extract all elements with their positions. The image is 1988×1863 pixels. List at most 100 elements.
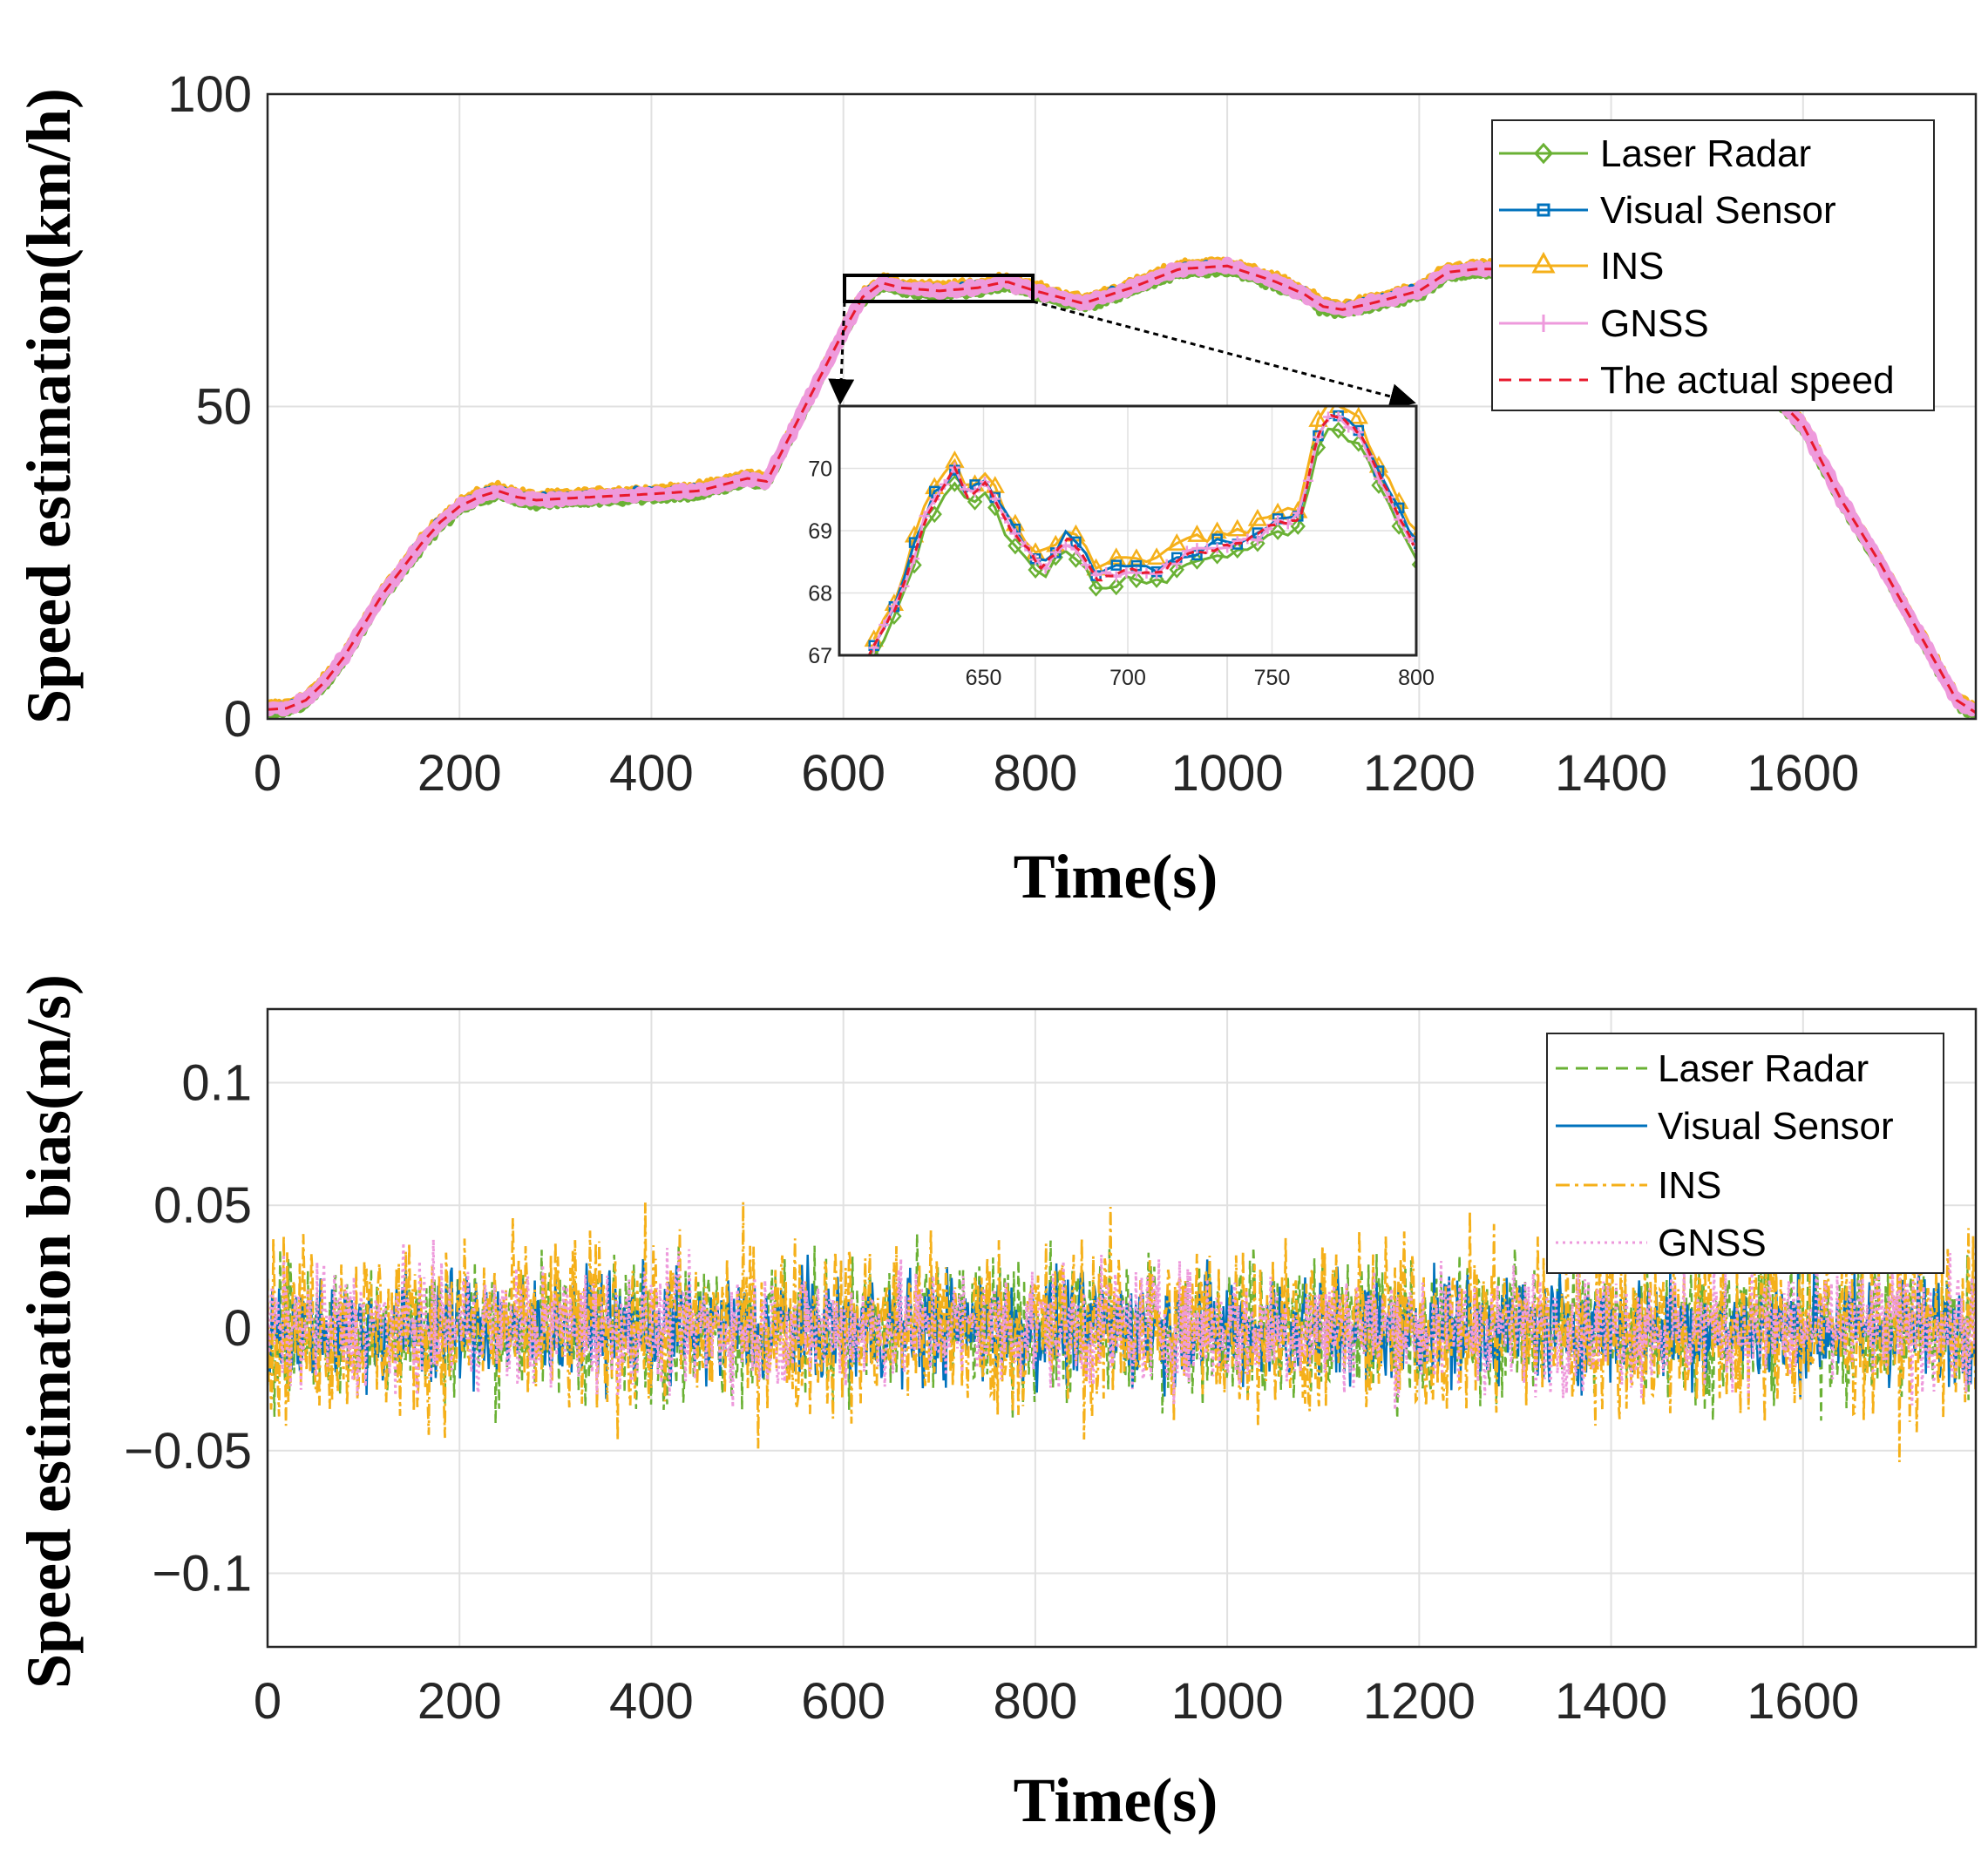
- inset-marker: [1308, 410, 1328, 427]
- plot1-ytick-label: 0: [224, 691, 252, 748]
- legend2-entry-visual-sensor: Visual Sensor: [1556, 1105, 1894, 1148]
- inset-marker: [1050, 546, 1062, 558]
- plot2-gnss-line: [268, 1239, 1976, 1410]
- inset-marker: [1394, 514, 1405, 525]
- plot1-ytick-label: 100: [167, 66, 252, 123]
- plot1-xtick-label: 0: [254, 745, 282, 802]
- plot2-ylabel: Speed estimation bias(m/s): [14, 974, 84, 1689]
- plot2-legend-box: [1546, 1033, 1944, 1274]
- inset-marker: [919, 511, 930, 522]
- plot2-xtick-label: 800: [994, 1673, 1078, 1730]
- inset-marker: [1146, 547, 1167, 566]
- zoom-arrow-left: [828, 301, 855, 405]
- inset-marker: [989, 493, 1001, 505]
- plot2-axes-box: [266, 1007, 1978, 1649]
- plot2-tick-labels: 0 200 400 600 800 1000 1200 1400 1600 −0.1 −0.05 0 0…: [124, 1054, 1859, 1730]
- inset-data: [864, 406, 1416, 655]
- plot2-ytick-label: −0.05: [124, 1423, 252, 1480]
- inset-marker: [1109, 578, 1124, 596]
- plot2-xtick-label: 0: [254, 1673, 282, 1730]
- inset-ytick-label: 68: [808, 582, 832, 606]
- legend1-label-ins: INS: [1600, 245, 1664, 288]
- inset-marker: [1129, 571, 1144, 589]
- plot1-tick-labels: 0 200 400 600 800 1000 1200 1400 1600 0 50 100: [167, 66, 1859, 802]
- inset-marker: [906, 556, 922, 574]
- legend1-entry-actual-speed: The actual speed: [1499, 359, 1895, 402]
- plot1-actual-speed-line: [268, 264, 1976, 715]
- inset-marker: [1167, 533, 1187, 551]
- inset-marker: [967, 492, 983, 511]
- inset-tick-labels: 650 700 750 800 67 68 69 70: [808, 457, 1435, 691]
- inset-marker: [1070, 536, 1082, 548]
- legend1-entry-laser-radar: Laser Radar: [1499, 132, 1811, 175]
- plot1-xtick-label: 1400: [1555, 745, 1667, 802]
- legend1-label-laser-radar: Laser Radar: [1600, 132, 1811, 175]
- legend2-label-ins: INS: [1658, 1164, 1721, 1207]
- inset-marker: [1310, 438, 1326, 457]
- plot2-data: [268, 1202, 1976, 1463]
- inset-marker: [1106, 547, 1126, 566]
- inset-marker: [1207, 521, 1227, 539]
- legend2-entry-ins: INS: [1556, 1164, 1721, 1207]
- speed-estimation-plot: 0 200 400 600 800 1000 1200 1400 1600 0 50 100 Time…: [14, 66, 1978, 911]
- inset-marker: [1008, 537, 1023, 555]
- legend1-entry-ins: INS: [1499, 245, 1664, 288]
- inset-marker: [1373, 465, 1385, 477]
- inset-marker: [1371, 477, 1387, 494]
- plot1-legend: Laser Radar Visual Sensor INS GNSS The a…: [1491, 119, 1935, 411]
- inset-marker: [1130, 559, 1143, 572]
- speed-bias-plot: 0 200 400 600 800 1000 1200 1400 1600 −0.1 −0.05 0 0…: [14, 974, 1978, 1835]
- plot1-xtick-label: 400: [609, 745, 694, 802]
- inset-ytick-label: 69: [808, 519, 832, 544]
- plot2-ytick-label: 0.1: [181, 1054, 252, 1111]
- plot2-xtick-label: 1600: [1747, 1673, 1859, 1730]
- inset-marker: [1191, 543, 1203, 554]
- inset-marker: [1353, 427, 1364, 438]
- plot2-ytick-label: 0.05: [153, 1177, 252, 1234]
- inset-marker: [1252, 535, 1263, 546]
- plot2-xtick-label: 1400: [1555, 1673, 1667, 1730]
- inset-marker: [908, 537, 920, 548]
- plot1-xtick-label: 1200: [1363, 745, 1476, 802]
- inset-marker: [1169, 560, 1184, 579]
- legend2-label-visual-sensor: Visual Sensor: [1658, 1105, 1894, 1148]
- inset-marker: [1227, 518, 1247, 537]
- plot1-axes-box: [266, 92, 1978, 721]
- plot2-xtick-label: 1000: [1171, 1673, 1284, 1730]
- legend2-entry-laser-radar: Laser Radar: [1556, 1047, 1869, 1090]
- inset-xtick-label: 800: [1398, 666, 1435, 690]
- legend2-label-gnss: GNSS: [1658, 1222, 1767, 1264]
- zoom-region-box: [843, 274, 1035, 303]
- plot1-xtick-label: 800: [994, 745, 1078, 802]
- inset-marker: [1171, 552, 1183, 564]
- inset-marker: [1130, 567, 1142, 579]
- inset-marker: [1009, 528, 1021, 539]
- plot2-xtick-label: 200: [417, 1673, 502, 1730]
- plot1-ylabel: Speed estimation(km/h): [14, 88, 84, 724]
- plot2-xtick-label: 600: [801, 1673, 885, 1730]
- zoom-arrow-right: [1032, 300, 1416, 410]
- inset-ytick-label: 67: [808, 644, 832, 668]
- inset-diamond-markers: [867, 421, 1416, 655]
- legend2-label-laser-radar: Laser Radar: [1658, 1047, 1869, 1090]
- plot1-xtick-label: 1000: [1171, 745, 1284, 802]
- inset-marker: [1330, 421, 1347, 439]
- legend2-entry-gnss: GNSS: [1556, 1222, 1767, 1264]
- inset-marker: [1348, 406, 1368, 424]
- zoom-inset: 650 700 750 800 67 68 69 70: [808, 404, 1435, 691]
- inset-marker: [1121, 567, 1132, 579]
- inset-marker: [1270, 523, 1286, 540]
- inset-marker: [1211, 533, 1223, 545]
- legend1-entry-visual-sensor: Visual Sensor: [1499, 189, 1836, 232]
- inset-marker: [1110, 559, 1123, 571]
- plot2-ytick-label: −0.1: [153, 1546, 253, 1602]
- legend1-label-visual-sensor: Visual Sensor: [1600, 189, 1836, 232]
- inset-marker: [1088, 579, 1104, 597]
- inset-axes-box: [838, 404, 1418, 657]
- inset-xtick-label: 750: [1254, 666, 1291, 690]
- legend1-entry-gnss: GNSS: [1499, 302, 1709, 345]
- inset-marker: [1290, 518, 1306, 535]
- plot1-xtick-label: 600: [801, 745, 885, 802]
- inset-marker: [1187, 525, 1207, 542]
